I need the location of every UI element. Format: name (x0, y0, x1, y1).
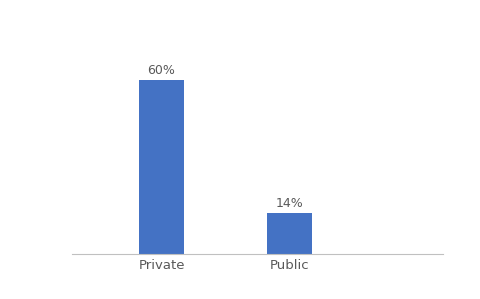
Bar (139, 80, 183, 254)
Text: 14%: 14% (275, 198, 302, 210)
Text: 60%: 60% (147, 64, 175, 77)
Bar (266, 213, 311, 254)
